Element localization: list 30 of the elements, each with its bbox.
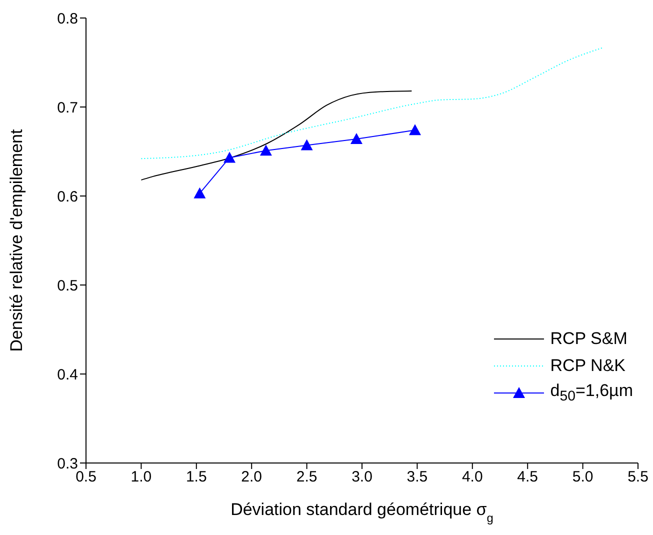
y-tick-label: 0.8: [57, 10, 78, 28]
y-tick-label: 0.7: [57, 99, 78, 116]
x-tick-label: 2.5: [296, 468, 318, 486]
x-tick-label: 3.5: [406, 468, 428, 486]
line-series: [140, 90, 412, 180]
x-tick-label: 4.0: [462, 468, 483, 486]
y-axis-title: Densité relative d'empilement: [7, 128, 26, 352]
x-tick-label: 2.0: [241, 468, 262, 486]
point: [408, 124, 421, 136]
x-tick-label: 5.0: [572, 468, 594, 486]
line-series: [140, 46, 604, 160]
x-tick-label: 0.5: [76, 468, 96, 486]
point: [350, 133, 362, 144]
y-tick-label: 0.4: [57, 366, 78, 384]
x-tick-label: 1.5: [186, 468, 207, 486]
x-tick-label: 4.5: [517, 468, 538, 486]
legend-label: d$_{50}$=1,6µm: [550, 380, 633, 404]
point: [260, 144, 272, 156]
y-tick-label: 0.6: [57, 188, 78, 206]
legend-label: RCP S&M: [550, 328, 628, 348]
legend-label: RCP N&K: [550, 356, 626, 376]
x-tick-label: 5.5: [628, 468, 648, 486]
point: [224, 152, 236, 163]
x-tick-label: 1.0: [130, 468, 152, 486]
point: [194, 187, 206, 198]
x-axis-title: Déviation standard géométrique σ$_{g}$: [230, 500, 494, 525]
x-tick-label: 3.0: [352, 468, 372, 486]
point: [300, 139, 313, 150]
y-tick-label: 0.5: [57, 277, 78, 294]
y-tick-label: 0.3: [57, 455, 78, 472]
